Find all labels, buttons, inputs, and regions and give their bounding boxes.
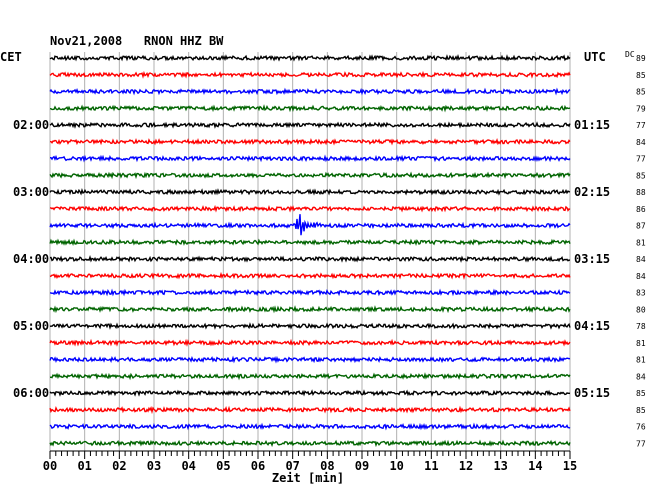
seismic-trace [49, 355, 571, 364]
x-tick-label: 13 [493, 459, 507, 473]
dc-value: 77 [636, 121, 646, 130]
right-time-label: 05:15 [574, 386, 610, 400]
seismic-trace [49, 405, 571, 415]
seismic-trace [49, 338, 571, 347]
dc-value: 78 [636, 322, 646, 331]
x-tick-label: 01 [77, 459, 91, 473]
x-tick-label: 02 [112, 459, 126, 473]
dc-value: 85 [636, 88, 646, 97]
x-tick-label: 07 [285, 459, 299, 473]
seismic-trace [49, 422, 571, 431]
dc-value: 84 [636, 138, 646, 147]
seismic-trace [49, 171, 571, 180]
seismic-trace [49, 439, 571, 448]
x-tick-label: 08 [320, 459, 334, 473]
dc-value: 81 [636, 238, 646, 247]
x-tick-label: 00 [43, 459, 57, 473]
dc-value: 77 [636, 439, 646, 448]
dc-value: 88 [636, 188, 646, 197]
dc-value: 83 [636, 289, 646, 298]
left-time-label: 06:00 [13, 386, 49, 400]
dc-value: 85 [636, 406, 646, 415]
dc-value: 77 [636, 155, 646, 164]
seismic-trace [49, 121, 571, 129]
x-tick-label: 04 [181, 459, 195, 473]
seismic-trace [49, 255, 571, 263]
x-tick-label: 09 [355, 459, 369, 473]
right-timezone-label: UTC [584, 50, 606, 64]
x-tick-label: 15 [563, 459, 577, 473]
left-time-label: 03:00 [13, 185, 49, 199]
left-time-label: 05:00 [13, 319, 49, 333]
row-labels: 02:00 03:00 04:00 05:00 06:00 01:15 02:15 03:15… [13, 54, 646, 448]
trace-group [49, 54, 571, 448]
dc-value: 85 [636, 389, 646, 398]
x-tick-label: 10 [389, 459, 403, 473]
seismic-trace [49, 70, 571, 79]
right-time-label: 01:15 [574, 118, 610, 132]
dc-value: 76 [636, 423, 646, 432]
seismic-trace [49, 87, 571, 96]
dc-value: 84 [636, 372, 646, 381]
dc-label: DC [625, 50, 635, 59]
seismic-trace [49, 204, 571, 213]
seismic-trace [49, 137, 571, 146]
right-time-label: 03:15 [574, 252, 610, 266]
seismic-trace [49, 372, 571, 381]
left-time-label: 04:00 [13, 252, 49, 266]
left-timezone-label: CET [0, 50, 22, 64]
dc-value: 86 [636, 205, 646, 214]
vertical-grid [49, 52, 571, 451]
dc-value: 89 [636, 54, 646, 63]
dc-value: 84 [636, 272, 646, 281]
seismic-trace [49, 154, 571, 163]
dc-value: 84 [636, 255, 646, 264]
x-tick-label: 14 [528, 459, 542, 473]
dc-value: 85 [636, 71, 646, 80]
x-axis: 00 01 02 03 04 05 06 07 08 09 10 11 12 13 14 15 [43, 450, 577, 473]
x-axis-label: Zeit [min] [272, 471, 344, 485]
dc-value: 87 [636, 222, 646, 231]
x-tick-label: 12 [459, 459, 473, 473]
seismic-trace [49, 214, 571, 236]
seismic-trace [49, 54, 571, 62]
right-time-label: 02:15 [574, 185, 610, 199]
seismic-trace [49, 389, 571, 397]
dc-value: 85 [636, 171, 646, 180]
x-tick-label: 05 [216, 459, 230, 473]
seismic-trace [49, 187, 571, 196]
seismic-trace [49, 238, 571, 246]
x-tick-label: 06 [251, 459, 265, 473]
chart-title: Nov21,2008 RNON HHZ BW [50, 34, 224, 48]
dc-value: 79 [636, 104, 646, 113]
seismic-trace [49, 288, 571, 297]
dc-value: 80 [636, 305, 646, 314]
right-time-label: 04:15 [574, 319, 610, 333]
left-time-label: 02:00 [13, 118, 49, 132]
dc-value: 81 [636, 356, 646, 365]
seismic-trace [49, 271, 571, 280]
seismic-trace [49, 305, 571, 314]
dc-value: 81 [636, 339, 646, 348]
seismic-trace [49, 104, 571, 113]
x-tick-label: 03 [147, 459, 161, 473]
x-tick-label: 11 [424, 459, 438, 473]
seismic-trace [49, 322, 571, 330]
